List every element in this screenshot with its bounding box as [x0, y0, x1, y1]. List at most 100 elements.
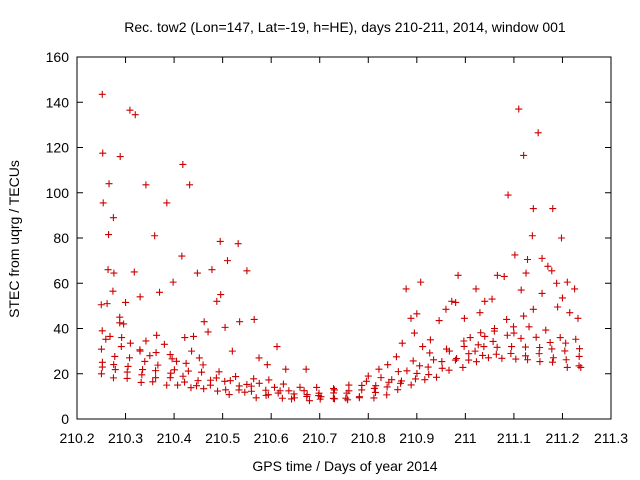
data-point — [116, 319, 124, 327]
data-point — [503, 331, 511, 339]
data-point — [371, 388, 379, 396]
data-point — [477, 329, 485, 337]
data-point — [109, 287, 117, 295]
data-point — [160, 340, 168, 348]
data-point — [131, 111, 139, 119]
data-point — [413, 369, 421, 377]
data-point — [388, 376, 396, 384]
data-point — [460, 314, 468, 322]
x-tick-label: 210.9 — [399, 430, 434, 446]
data-point — [207, 376, 215, 384]
data-point — [305, 397, 313, 405]
data-point — [553, 279, 561, 287]
data-point — [288, 395, 296, 403]
data-point — [98, 90, 106, 98]
data-point — [358, 381, 366, 389]
data-point — [489, 337, 497, 345]
data-point — [566, 309, 574, 317]
data-point — [438, 364, 446, 372]
data-point — [575, 362, 583, 370]
data-point — [492, 350, 500, 358]
data-point — [122, 298, 130, 306]
data-point — [472, 285, 480, 293]
data-point — [525, 323, 533, 331]
data-point — [296, 383, 304, 391]
data-point — [181, 334, 189, 342]
data-point — [445, 366, 453, 374]
data-point — [97, 301, 105, 309]
data-point — [126, 354, 134, 362]
data-point — [330, 386, 338, 394]
data-point — [116, 153, 124, 161]
y-axis-label: STEC from uqrg / TECUs — [6, 160, 22, 318]
data-point — [111, 366, 119, 374]
x-tick-label: 210.2 — [59, 430, 94, 446]
data-point — [438, 358, 446, 366]
data-point — [432, 373, 440, 381]
data-point — [451, 356, 459, 364]
data-point — [488, 295, 496, 303]
data-point — [149, 378, 157, 386]
data-point — [200, 385, 208, 393]
data-point — [146, 352, 154, 360]
data-point — [430, 356, 438, 364]
data-point — [315, 389, 323, 397]
data-point — [402, 285, 410, 293]
data-point — [474, 341, 482, 349]
data-point — [522, 352, 530, 360]
data-point — [490, 327, 498, 335]
data-point — [151, 232, 159, 240]
data-point — [154, 361, 162, 369]
data-point — [313, 383, 321, 391]
data-point — [532, 333, 540, 341]
data-point — [493, 343, 501, 351]
data-point — [498, 354, 506, 362]
data-point — [156, 288, 164, 296]
data-point — [508, 343, 516, 351]
data-point — [510, 329, 518, 337]
data-point — [192, 382, 200, 390]
data-point — [524, 255, 532, 263]
data-point — [214, 387, 222, 395]
data-point — [383, 383, 391, 391]
data-point — [330, 395, 338, 403]
data-point — [575, 352, 583, 360]
data-point — [448, 297, 456, 305]
data-point — [181, 378, 189, 386]
data-point — [98, 327, 106, 335]
data-point — [459, 363, 467, 371]
data-point — [370, 394, 378, 402]
data-point — [200, 318, 208, 326]
data-point — [250, 315, 258, 323]
data-point — [104, 266, 112, 274]
data-point — [480, 343, 488, 351]
data-point — [394, 386, 402, 394]
data-point — [222, 386, 230, 394]
data-point — [521, 343, 529, 351]
data-point — [179, 160, 187, 168]
data-point — [97, 370, 105, 378]
data-point — [392, 353, 400, 361]
data-point — [105, 231, 113, 239]
data-point — [141, 357, 149, 365]
data-point — [169, 278, 177, 286]
data-point — [493, 271, 501, 279]
data-point — [481, 332, 489, 340]
data-point — [472, 358, 480, 366]
data-point — [103, 300, 111, 308]
data-point — [413, 310, 421, 318]
data-point — [250, 375, 258, 383]
x-tick-label: 211.1 — [497, 430, 531, 446]
data-point — [255, 354, 263, 362]
data-point — [303, 391, 311, 399]
data-point — [184, 367, 192, 375]
data-point — [263, 361, 271, 369]
data-point — [466, 334, 474, 342]
data-point — [271, 383, 279, 391]
x-tick-label: 210.5 — [205, 430, 240, 446]
data-point — [221, 377, 229, 385]
data-point — [500, 272, 508, 280]
data-point — [342, 394, 350, 402]
chart-title: Rec. tow2 (Lon=147, Lat=-19, h=HE), days… — [124, 19, 566, 35]
